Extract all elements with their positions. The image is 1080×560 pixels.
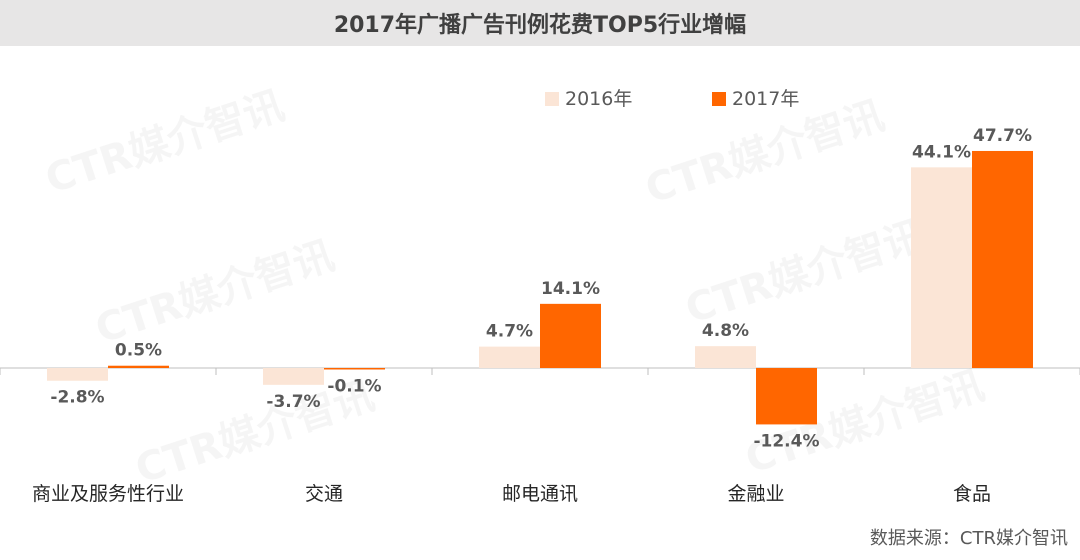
bar-2017 — [972, 150, 1033, 368]
legend-label: 2017年 — [732, 88, 799, 110]
source-note: 数据来源：CTR媒介智讯 — [869, 528, 1068, 549]
data-label: -2.8% — [50, 388, 104, 408]
legend-label: 2016年 — [565, 88, 632, 110]
category-label: 商业及服务性行业 — [32, 483, 184, 505]
data-label: 14.1% — [541, 279, 600, 299]
bar-2016 — [695, 346, 756, 368]
category-label: 邮电通讯 — [502, 483, 578, 505]
bar-2016 — [479, 346, 540, 368]
legend-swatch — [712, 92, 726, 106]
category-label: 交通 — [305, 483, 343, 505]
bar-2017 — [540, 303, 601, 368]
bar-chart: -2.8% -3.7% 4.7% 4.8% 44.1% 0.5% -0.1% 14.1% -12… — [0, 88, 1080, 505]
legend-swatch — [545, 92, 559, 106]
data-label: 47.7% — [973, 126, 1032, 146]
bar-2016 — [911, 167, 972, 368]
bar-2016 — [47, 368, 108, 381]
chart-title: 2017年广播广告刊例花费TOP5行业增幅 — [333, 13, 747, 38]
data-label: -0.1% — [327, 377, 381, 397]
data-label: 44.1% — [912, 142, 971, 162]
bar-2016 — [263, 368, 324, 385]
data-label: -12.4% — [753, 431, 819, 451]
data-label: -3.7% — [266, 392, 320, 412]
bar-2017 — [324, 368, 385, 370]
bar-2017 — [108, 365, 169, 368]
title-bar: 2017年广播广告刊例花费TOP5行业增幅 — [0, 0, 1080, 46]
data-label: 0.5% — [115, 341, 162, 361]
data-label: 4.7% — [486, 322, 533, 342]
bar-2017 — [756, 368, 817, 425]
category-label: 食品 — [953, 483, 991, 505]
data-label: 4.8% — [702, 321, 749, 341]
category-label: 金融业 — [727, 483, 784, 505]
